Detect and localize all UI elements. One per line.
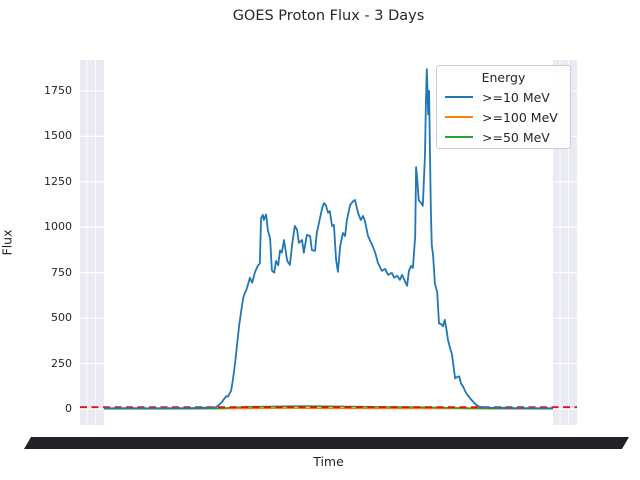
legend-title: Energy xyxy=(481,70,526,85)
y-tick-label: 500 xyxy=(51,311,72,325)
legend-entry: >=10 MeV xyxy=(445,87,562,107)
y-tick-label: 1500 xyxy=(44,129,72,143)
y-tick-label: 750 xyxy=(51,265,72,279)
y-tick-label: 250 xyxy=(51,356,72,370)
y-tick-label: 1000 xyxy=(44,220,72,234)
chart-title: GOES Proton Flux - 3 Days xyxy=(232,8,425,24)
legend-entry-label: >=10 MeV xyxy=(482,89,550,105)
legend-entry: >=50 MeV xyxy=(445,127,562,147)
legend-entry: >=100 MeV xyxy=(445,107,562,127)
y-tick-label: 1250 xyxy=(44,174,72,188)
y-tick-label: 1750 xyxy=(44,83,72,97)
x-tick-labels-overlapped-band xyxy=(24,437,629,449)
legend-line-swatch-icon xyxy=(445,96,473,98)
legend: Energy >=10 MeV >=100 MeV >=50 MeV xyxy=(436,65,571,149)
series-line-ge10mev xyxy=(103,68,554,410)
legend-line-swatch-icon xyxy=(445,116,473,118)
legend-entries: >=10 MeV >=100 MeV >=50 MeV xyxy=(445,87,562,147)
legend-entry-label: >=50 MeV xyxy=(482,129,550,145)
x-axis-label: Time xyxy=(313,454,344,469)
y-tick-label: 0 xyxy=(65,402,72,415)
legend-entry-label: >=100 MeV xyxy=(482,109,558,125)
legend-line-swatch-icon xyxy=(445,136,473,138)
